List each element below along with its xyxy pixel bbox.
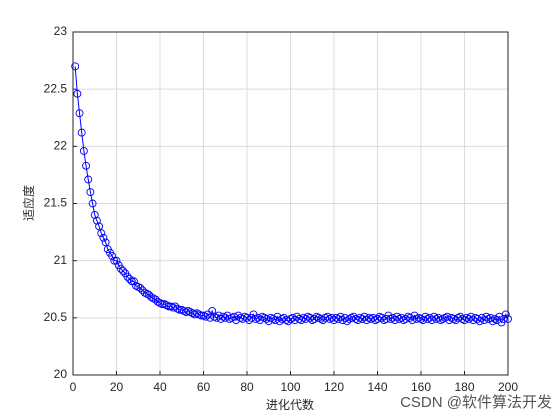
marker (206, 313, 214, 322)
marker (77, 128, 86, 137)
marker (221, 313, 230, 322)
marker (164, 302, 173, 311)
marker (460, 316, 469, 325)
marker (95, 222, 104, 231)
marker (447, 313, 456, 322)
x-tick-label: 40 (153, 380, 167, 394)
marker (110, 256, 119, 265)
marker (330, 316, 338, 325)
marker (436, 316, 445, 325)
x-axis-label: 进化代数 (266, 397, 314, 412)
marker (92, 216, 101, 225)
marker (393, 312, 402, 321)
marker (97, 229, 106, 238)
marker (417, 315, 425, 323)
marker (482, 312, 491, 321)
marker (123, 272, 132, 281)
marker (491, 315, 499, 323)
x-tick-label: 60 (197, 380, 211, 394)
y-axis-label: 适应度 (21, 185, 36, 221)
marker (484, 315, 493, 323)
marker (86, 188, 95, 197)
marker (236, 313, 245, 322)
marker (440, 313, 449, 322)
y-tick-label: 22.5 (44, 81, 68, 95)
marker (201, 312, 210, 321)
marker (353, 316, 362, 325)
marker (432, 315, 441, 323)
marker (127, 277, 136, 286)
marker (119, 267, 127, 275)
x-tick-label: 20 (110, 380, 124, 394)
marker (125, 275, 134, 283)
marker (295, 315, 304, 323)
marker (147, 293, 156, 302)
x-tick-label: 140 (367, 380, 387, 394)
marker (129, 277, 138, 286)
marker (101, 238, 110, 247)
marker (310, 315, 319, 323)
marker (184, 307, 193, 315)
marker (243, 313, 251, 322)
marker (321, 313, 330, 322)
marker (136, 284, 145, 293)
marker (99, 233, 108, 242)
marker (262, 315, 271, 323)
y-tick-label: 22 (54, 139, 68, 153)
marker (116, 264, 125, 273)
marker (253, 313, 262, 322)
marker (208, 307, 217, 315)
marker (367, 315, 375, 323)
x-tick-label: 120 (324, 380, 344, 394)
marker (488, 317, 497, 326)
y-tick-label: 20 (54, 367, 68, 381)
marker (84, 175, 93, 184)
marker (323, 312, 332, 321)
marker (82, 161, 91, 170)
marker (108, 252, 117, 261)
marker (345, 315, 354, 323)
marker (314, 313, 323, 322)
marker (351, 315, 360, 323)
y-tick-label: 21.5 (44, 196, 68, 210)
x-tick-label: 100 (280, 380, 300, 394)
x-tick-label: 180 (454, 380, 474, 394)
y-tick-label: 23 (54, 24, 68, 38)
marker (297, 316, 306, 325)
marker (395, 315, 404, 323)
marker (79, 146, 88, 155)
marker (458, 315, 467, 323)
marker (75, 109, 84, 118)
x-tick-label: 0 (70, 380, 77, 394)
marker (430, 312, 438, 321)
data (71, 62, 512, 327)
marker (112, 256, 121, 265)
marker (140, 288, 149, 297)
marker (90, 210, 99, 219)
x-tick-label: 200 (498, 380, 518, 394)
marker (88, 199, 97, 208)
marker (499, 315, 508, 323)
marker (434, 313, 443, 322)
marker (73, 89, 82, 98)
marker (71, 62, 80, 71)
marker (258, 312, 267, 321)
marker (421, 312, 430, 321)
marker (216, 315, 225, 323)
marker (312, 312, 321, 321)
marker (445, 316, 454, 325)
marker (299, 313, 308, 322)
watermark: CSDN @软件算法开发 (400, 393, 552, 411)
marker (501, 310, 510, 319)
marker (132, 281, 141, 290)
y-tick-label: 20.5 (44, 310, 68, 324)
y-tick-label: 21 (54, 253, 68, 267)
x-tick-label: 80 (240, 380, 254, 394)
x-tick-label: 160 (411, 380, 431, 394)
